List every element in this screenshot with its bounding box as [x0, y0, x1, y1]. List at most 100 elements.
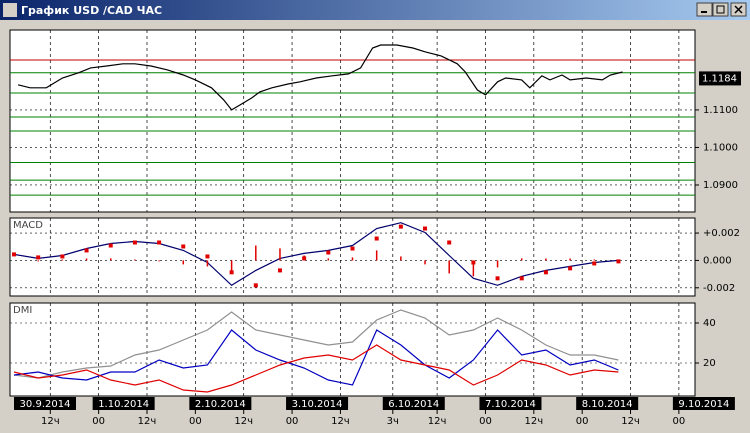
hour-tick-label: 00 — [576, 416, 589, 427]
histogram-bar — [158, 260, 160, 262]
histogram-bar — [520, 258, 523, 261]
signal-dot — [253, 283, 258, 288]
y-tick-label: -0.002 — [703, 283, 735, 294]
signal-dot — [84, 248, 89, 253]
date-box — [14, 397, 76, 410]
histogram-bar — [134, 259, 136, 261]
y-tick-label: 1.1000 — [703, 142, 738, 153]
histogram-bar — [255, 245, 257, 261]
y-tick-label: 1.0900 — [703, 180, 738, 191]
date-box — [576, 397, 639, 410]
histogram-bar — [327, 258, 330, 261]
signal-dot — [60, 254, 65, 259]
signal-dot — [326, 250, 331, 255]
histogram-bar — [182, 260, 185, 265]
histogram-bar — [279, 248, 281, 261]
hour-tick-label: 00 — [189, 416, 202, 427]
histogram-bar — [448, 260, 450, 274]
panel — [9, 29, 696, 213]
histogram-bar — [472, 260, 475, 277]
date-box — [672, 397, 735, 410]
minimize-button[interactable] — [696, 2, 713, 17]
signal-dot — [181, 244, 186, 249]
y-tick-label: 40 — [703, 318, 716, 329]
date-box — [189, 397, 252, 410]
x-tick-label: 6.10.2014 — [388, 399, 439, 410]
signal-dot — [592, 261, 597, 266]
x-tick-label: 7.10.2014 — [485, 399, 536, 410]
histogram-bar — [85, 258, 88, 261]
panel — [9, 302, 696, 397]
signal-dot — [36, 255, 41, 260]
hour-tick-label: 12ч — [234, 416, 253, 427]
x-tick-label: 8.10.2014 — [582, 399, 633, 410]
date-box — [92, 397, 155, 410]
window-buttons[interactable] — [696, 2, 747, 17]
hour-tick-label: 3ч — [387, 416, 399, 427]
signal-dot — [350, 246, 355, 251]
hour-tick-label: 12ч — [621, 416, 640, 427]
histogram-bar — [569, 258, 571, 261]
maximize-icon — [716, 5, 725, 14]
hour-tick-label: 00 — [673, 416, 686, 427]
signal-dot — [12, 252, 17, 257]
histogram-bar — [37, 260, 39, 262]
signal-dot — [543, 270, 548, 275]
signal-dot — [205, 254, 210, 259]
histogram-bar — [351, 257, 354, 261]
x-tick-label: 1.10.2014 — [98, 399, 149, 410]
hour-tick-label: 12ч — [138, 416, 157, 427]
series-line — [13, 344, 619, 393]
hour-tick-label: 00 — [286, 416, 299, 427]
signal-dot — [447, 240, 452, 245]
signal-dot — [423, 226, 428, 231]
histogram-bar — [61, 259, 64, 261]
date-box — [479, 397, 542, 410]
signal-dot — [277, 268, 282, 273]
hour-tick-label: 12ч — [525, 416, 544, 427]
hour-tick-label: 12ч — [331, 416, 350, 427]
signal-dot — [616, 259, 621, 264]
histogram-bar — [206, 260, 209, 267]
histogram-bar — [109, 258, 112, 261]
histogram-bar — [303, 255, 305, 261]
panel-title: DMI — [13, 305, 32, 316]
date-box — [382, 397, 445, 410]
y-tick-label: 1.1100 — [703, 105, 738, 116]
date-box — [286, 397, 349, 410]
series-line — [13, 329, 619, 386]
price-line — [17, 44, 623, 111]
histogram-bar — [593, 259, 596, 261]
last-price-label: 1.1184 — [702, 73, 737, 84]
x-tick-label: 30.9.2014 — [20, 399, 71, 410]
signal-dot — [398, 224, 403, 229]
histogram-bar — [375, 250, 378, 261]
title-bar — [0, 0, 750, 20]
signal-dot — [568, 266, 573, 271]
histogram-bar — [230, 260, 233, 274]
y-tick-label: 0.000 — [703, 255, 732, 266]
last-price-box — [699, 71, 741, 86]
hour-tick-label: 00 — [92, 416, 105, 427]
series-line — [13, 309, 619, 379]
hour-tick-label: 00 — [479, 416, 492, 427]
histogram-bar — [496, 260, 499, 268]
x-tick-label: 3.10.2014 — [292, 399, 343, 410]
signal-dot — [374, 236, 379, 241]
histogram-bar — [424, 260, 426, 265]
histogram-bar — [545, 258, 547, 261]
window-icon — [3, 3, 17, 17]
series-line — [13, 222, 619, 287]
maximize-button[interactable] — [712, 2, 729, 17]
panel-title: MACD — [13, 220, 43, 231]
x-tick-label: 2.10.2014 — [195, 399, 246, 410]
histogram-bar — [617, 259, 620, 261]
y-tick-label: +0.002 — [703, 228, 740, 239]
signal-dot — [519, 276, 524, 281]
x-tick-label: 9.10.2014 — [678, 399, 729, 410]
histogram-bar — [400, 256, 402, 261]
signal-dot — [495, 276, 500, 281]
signal-dot — [132, 240, 137, 245]
